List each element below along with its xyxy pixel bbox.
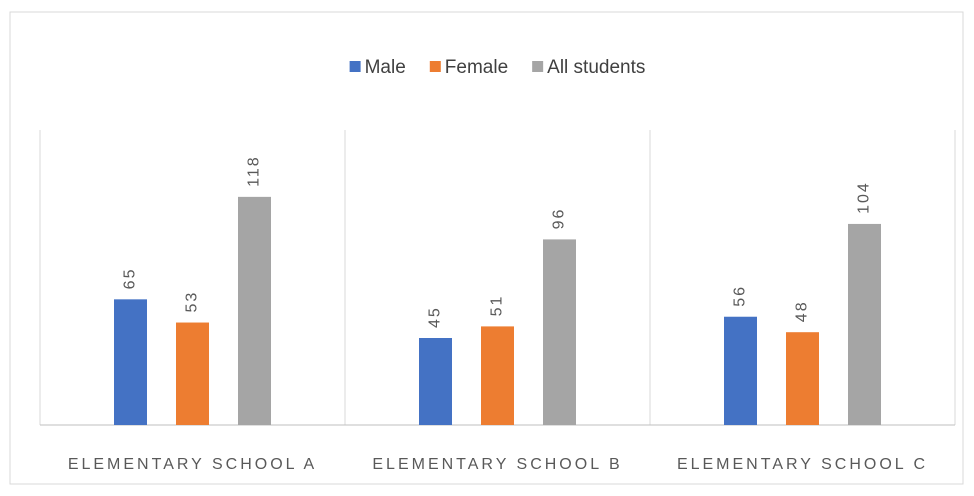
bar bbox=[238, 196, 271, 425]
data-label: 65 bbox=[122, 268, 139, 290]
data-label: 118 bbox=[246, 155, 263, 187]
bar bbox=[543, 239, 576, 425]
data-label: 48 bbox=[794, 300, 811, 322]
x-tick-label: ELEMENTARY SCHOOL C bbox=[677, 456, 928, 473]
data-label: 53 bbox=[184, 291, 201, 313]
bar bbox=[419, 338, 452, 425]
bar bbox=[481, 326, 514, 425]
data-label: 56 bbox=[732, 285, 749, 307]
bar bbox=[176, 322, 209, 425]
data-label: 51 bbox=[489, 295, 506, 317]
bar bbox=[114, 299, 147, 425]
legend-label: All students bbox=[547, 57, 645, 78]
data-label: 96 bbox=[551, 208, 568, 230]
data-label: 104 bbox=[856, 181, 873, 214]
x-tick-label: ELEMENTARY SCHOOL B bbox=[372, 456, 622, 473]
legend-swatch bbox=[532, 61, 544, 72]
bar bbox=[724, 316, 757, 425]
legend-swatch bbox=[429, 61, 441, 72]
legend: Male Female All students bbox=[349, 57, 645, 78]
x-tick-label: ELEMENTARY SCHOOL A bbox=[68, 456, 317, 473]
bar bbox=[848, 223, 881, 425]
legend-label: Female bbox=[445, 57, 508, 78]
bar bbox=[786, 332, 819, 425]
legend-label: Male bbox=[365, 57, 406, 78]
data-label: 45 bbox=[427, 306, 444, 328]
legend-swatch bbox=[349, 61, 361, 72]
